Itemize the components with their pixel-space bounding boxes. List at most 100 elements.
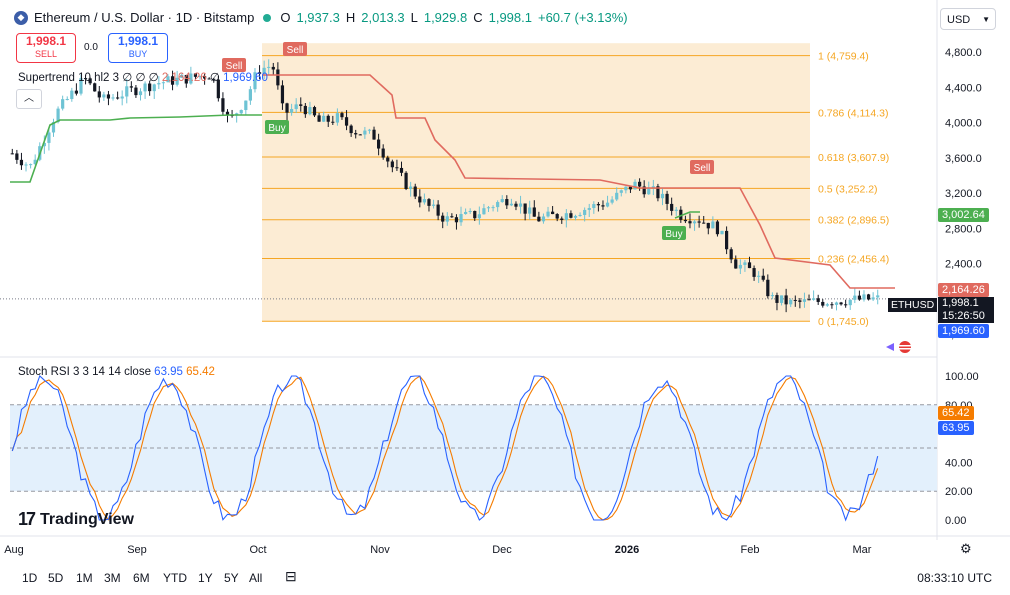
calendar-icon[interactable]: ⊟ [285, 568, 297, 584]
candle-body [271, 66, 275, 70]
candle-body [170, 76, 175, 85]
candle-body [335, 113, 339, 123]
candle-body [656, 186, 660, 199]
buy-button[interactable]: 1,998.1 BUY [108, 33, 168, 63]
range-1m[interactable]: 1M [76, 571, 93, 585]
time-tick-label: Feb [741, 544, 760, 556]
range-1d[interactable]: 1D [22, 571, 38, 585]
range-6m[interactable]: 6M [133, 571, 150, 585]
candle-body [317, 115, 321, 122]
buy-signal-bg [265, 120, 289, 134]
candle-body [120, 96, 124, 99]
candle-body [116, 97, 120, 99]
candle-body [312, 107, 317, 116]
candle-body [784, 295, 788, 305]
time-tick-label: Aug [4, 544, 24, 556]
candle-body [830, 304, 834, 306]
candle-body [528, 207, 532, 214]
candle-body [15, 153, 19, 160]
candle-body [367, 129, 372, 131]
clock[interactable]: 08:33:10 UTC [917, 571, 992, 585]
candle-body [583, 209, 587, 215]
candle-body [766, 279, 770, 297]
symbol-title[interactable]: Ethereum / U.S. Dollar · 1D · Bitstamp [34, 10, 255, 25]
candle-body [619, 190, 623, 193]
stoch-k-tag: 63.95 [938, 421, 974, 435]
candle-body [216, 79, 220, 99]
bar-countdown: 15:26:50 [942, 310, 985, 322]
range-all[interactable]: All [249, 571, 263, 585]
candle-body [285, 103, 289, 113]
candle-body [83, 78, 88, 80]
candle-body [601, 205, 605, 207]
candle-body [866, 294, 871, 300]
supertrend-value-lower: 1,969.60 [223, 72, 268, 84]
range-3m[interactable]: 3M [104, 571, 121, 585]
candle-body [747, 262, 752, 269]
candle-body [212, 78, 216, 80]
stoch-rsi-label: Stoch RSI 3 3 14 14 close [18, 366, 151, 378]
price-tick-label: 4,800.0 [945, 47, 982, 59]
chart-area[interactable]: 1 (4,759.4) 0.786 (4,114.3) 0.618 (3,607.9… [0, 0, 1010, 560]
candle-body [807, 299, 811, 301]
candle-body [468, 210, 472, 212]
candle-body [184, 74, 188, 84]
ohlc-close: 1,998.1 [488, 10, 532, 25]
candle-body [821, 301, 825, 306]
candle-body [679, 209, 683, 220]
currency-select[interactable]: USD ▼ [940, 8, 996, 30]
gear-icon[interactable]: ⚙ [960, 541, 972, 556]
candle-body [193, 73, 198, 77]
candle-body [51, 122, 56, 133]
candle-body [134, 87, 138, 96]
candle-body [381, 148, 385, 158]
candle-body [24, 164, 28, 166]
stoch-rsi-legend[interactable]: Stoch RSI 3 3 14 14 close 63.95 65.42 [18, 366, 215, 378]
candle-body [161, 82, 165, 84]
candle-body [276, 69, 280, 86]
candle-body [651, 186, 655, 188]
collapse-legend-button[interactable]: ︿ [16, 89, 42, 109]
price-chart[interactable]: 1 (4,759.4) 0.786 (4,114.3) 0.618 (3,607.9… [0, 0, 1010, 560]
candle-body [812, 298, 816, 300]
candle-body [93, 83, 97, 92]
range-1y[interactable]: 1Y [198, 571, 213, 585]
range-ytd[interactable]: YTD [163, 571, 187, 585]
supertrend-lower-tag: 1,969.60 [938, 324, 989, 338]
candle-body [514, 203, 518, 207]
fib-label: 0.786 (4,114.3) [818, 107, 888, 119]
candle-body [148, 83, 152, 92]
sell-label: SELL [34, 49, 58, 59]
range-5d[interactable]: 5D [48, 571, 64, 585]
candle-body [65, 99, 69, 101]
candle-body [386, 157, 390, 162]
flag-icon[interactable] [886, 340, 916, 354]
tradingview-brand: TradingView [40, 510, 134, 528]
candle-body [10, 153, 14, 155]
candle-body [248, 89, 252, 101]
candle-body [473, 210, 477, 219]
fib-zone [262, 43, 810, 322]
candle-body [615, 192, 619, 200]
sell-button[interactable]: 1,998.1 SELL [16, 33, 76, 63]
candle-body [683, 219, 687, 222]
candle-body [477, 214, 481, 219]
supertrend-down-tag: 2,164.26 [938, 283, 989, 297]
range-5y[interactable]: 5Y [224, 571, 239, 585]
candle-body [239, 110, 243, 114]
candle-body [157, 83, 161, 85]
supertrend-legend[interactable]: Supertrend 10 hl2 3 ∅ ∅ ∅ 2,164.26 ∅ 1,9… [18, 70, 268, 84]
candle-body [74, 90, 78, 94]
stoch-tick-label: 20.00 [945, 486, 973, 498]
candle-body [42, 142, 46, 147]
candle-body [560, 218, 564, 220]
candle-body [587, 208, 591, 210]
fib-label: 1 (4,759.4) [818, 51, 869, 63]
time-tick-label: Oct [249, 544, 266, 556]
candle-body [505, 199, 509, 206]
candle-body [734, 259, 738, 269]
candle-body [358, 134, 362, 136]
candle-body [303, 105, 307, 115]
candle-body [152, 84, 156, 92]
candle-body [816, 298, 820, 302]
